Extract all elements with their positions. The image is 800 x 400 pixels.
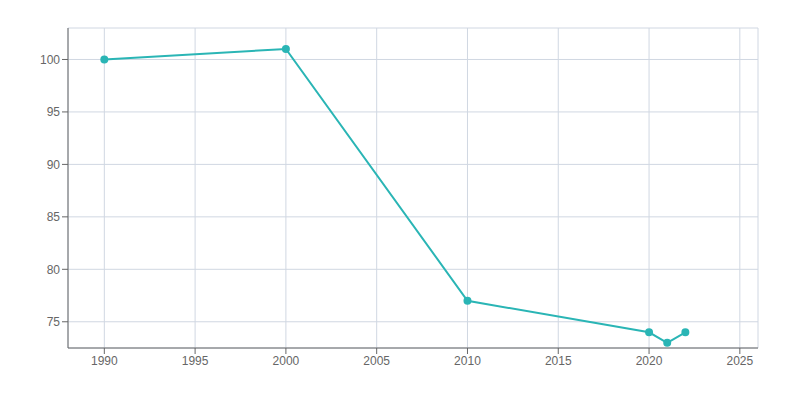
svg-text:2005: 2005 <box>363 354 390 368</box>
svg-text:90: 90 <box>47 158 61 172</box>
svg-text:100: 100 <box>40 53 60 67</box>
svg-text:85: 85 <box>47 210 61 224</box>
svg-text:2020: 2020 <box>636 354 663 368</box>
svg-text:1990: 1990 <box>91 354 118 368</box>
svg-text:2015: 2015 <box>545 354 572 368</box>
svg-text:80: 80 <box>47 263 61 277</box>
svg-text:75: 75 <box>47 315 61 329</box>
svg-text:1995: 1995 <box>182 354 209 368</box>
svg-text:2010: 2010 <box>454 354 481 368</box>
svg-text:95: 95 <box>47 105 61 119</box>
svg-text:2025: 2025 <box>726 354 753 368</box>
svg-text:2000: 2000 <box>273 354 300 368</box>
